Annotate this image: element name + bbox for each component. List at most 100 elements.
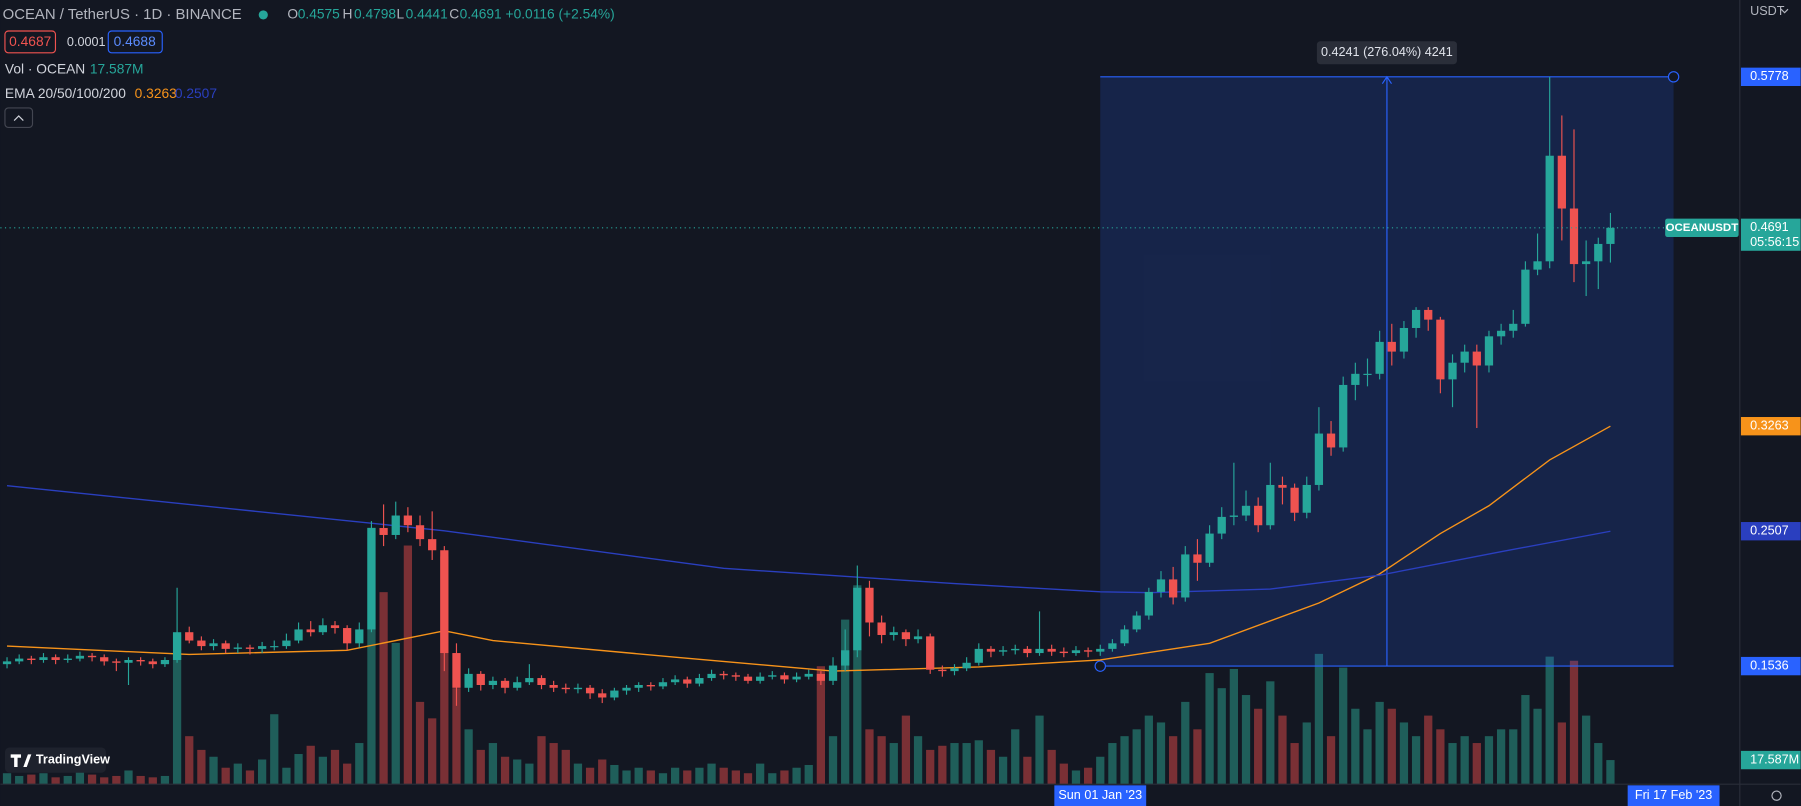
- volume-bar: [172, 634, 182, 785]
- volume-bar: [670, 767, 680, 785]
- time-axis: [0, 784, 1801, 806]
- candle-body: [148, 661, 157, 665]
- ohlc-value: 0.4798: [354, 7, 396, 22]
- volume-bar: [282, 767, 291, 785]
- volume-bar: [889, 743, 898, 785]
- volume-bar: [15, 775, 24, 785]
- measure-label: 0.4241 (276.04%) 4241: [1321, 45, 1453, 59]
- arrow-head: [1381, 75, 1392, 85]
- volume-bar: [998, 756, 1008, 785]
- volume-bar: [1448, 743, 1457, 785]
- candle-body: [172, 632, 182, 660]
- candle-body: [452, 653, 461, 688]
- candle-body: [634, 684, 643, 688]
- candle-body: [15, 658, 24, 662]
- volume-bar: [1047, 749, 1056, 785]
- caret-icon: [1780, 8, 1789, 14]
- volume-bar: [1326, 736, 1336, 785]
- volume-bar: [780, 770, 789, 785]
- candle-body: [1606, 227, 1615, 244]
- volume-bar: [1509, 729, 1518, 785]
- volume-bar: [913, 736, 923, 785]
- volume-bar: [1496, 729, 1506, 785]
- volume-bar: [428, 718, 437, 785]
- volume-bar: [1193, 729, 1202, 785]
- status-dot: [258, 10, 268, 20]
- candle-body: [1387, 341, 1396, 352]
- volume-bar: [100, 777, 109, 785]
- ema-line: [6, 425, 1611, 672]
- candle-body: [1351, 373, 1360, 385]
- candle-body: [731, 675, 740, 677]
- candle-body: [1181, 554, 1190, 598]
- candle-body: [828, 665, 838, 681]
- volume-bar: [683, 770, 692, 785]
- measure-handle[interactable]: [1667, 71, 1680, 83]
- candle-body: [355, 629, 364, 644]
- volume-bar: [1132, 729, 1141, 785]
- candle-body: [804, 673, 813, 677]
- volume-bar: [598, 759, 607, 785]
- volume-bar: [1096, 756, 1105, 785]
- volume-legend-value: 17.587M: [90, 62, 144, 77]
- volume-bar: [1363, 729, 1372, 785]
- candle-body: [1545, 155, 1554, 262]
- candle-body: [1290, 487, 1299, 513]
- volume-bar: [1399, 722, 1409, 785]
- volume-bar: [87, 774, 97, 785]
- volume-bar: [1472, 743, 1481, 785]
- sell-button[interactable]: [4, 30, 57, 54]
- candle-body: [75, 655, 85, 659]
- candle-body: [87, 655, 97, 658]
- buy-button[interactable]: [107, 30, 163, 54]
- candle-body: [221, 643, 230, 649]
- ohlc-key: H: [343, 7, 353, 22]
- candle-body: [1241, 505, 1251, 516]
- volume-bar: [1521, 695, 1530, 785]
- volume-bar: [136, 775, 145, 785]
- candle-body: [1229, 515, 1239, 517]
- volume-bar: [257, 759, 267, 785]
- logo[interactable]: [4, 747, 106, 773]
- volume-bar: [695, 767, 704, 785]
- date-label: Fri 17 Feb '23: [1635, 788, 1712, 802]
- volume-bar: [1266, 681, 1275, 785]
- volume-bar: [1533, 708, 1542, 785]
- volume-bar: [1411, 736, 1421, 785]
- volume-bar: [1302, 722, 1311, 785]
- candle-body: [51, 657, 60, 660]
- measure-handle[interactable]: [1094, 660, 1106, 672]
- volume-bar: [1108, 743, 1117, 785]
- date-box: [1054, 785, 1147, 806]
- volume-bar: [585, 767, 595, 785]
- candle-body: [1399, 327, 1409, 352]
- candle-body: [707, 673, 716, 679]
- candle-body: [488, 680, 498, 685]
- volume-bar: [658, 773, 668, 785]
- candle-body: [561, 687, 570, 690]
- candle-body: [403, 515, 413, 526]
- volume-bar: [1594, 743, 1603, 785]
- candle-body: [1035, 648, 1044, 654]
- candle-body: [27, 658, 36, 660]
- candle-body: [1254, 505, 1263, 526]
- candle-body: [160, 659, 170, 665]
- volume-bar: [986, 749, 996, 785]
- date-box: [1627, 785, 1720, 806]
- candle-body: [913, 636, 923, 640]
- candle-body: [367, 528, 376, 630]
- candle-body: [1472, 351, 1481, 366]
- volume-bar: [1071, 770, 1081, 785]
- volume-bar: [1169, 736, 1178, 785]
- settings-icon[interactable]: [1771, 790, 1782, 801]
- volume-bar: [865, 729, 874, 785]
- collapse-button[interactable]: [4, 107, 34, 129]
- volume-bar: [877, 736, 886, 785]
- candle-body: [1326, 433, 1336, 448]
- volume-bar: [768, 773, 777, 785]
- volume-bar: [51, 777, 60, 785]
- ohlc-key: O: [287, 7, 298, 22]
- volume-bar: [950, 743, 959, 785]
- candle-body: [1436, 319, 1445, 380]
- volume-bar: [926, 749, 935, 785]
